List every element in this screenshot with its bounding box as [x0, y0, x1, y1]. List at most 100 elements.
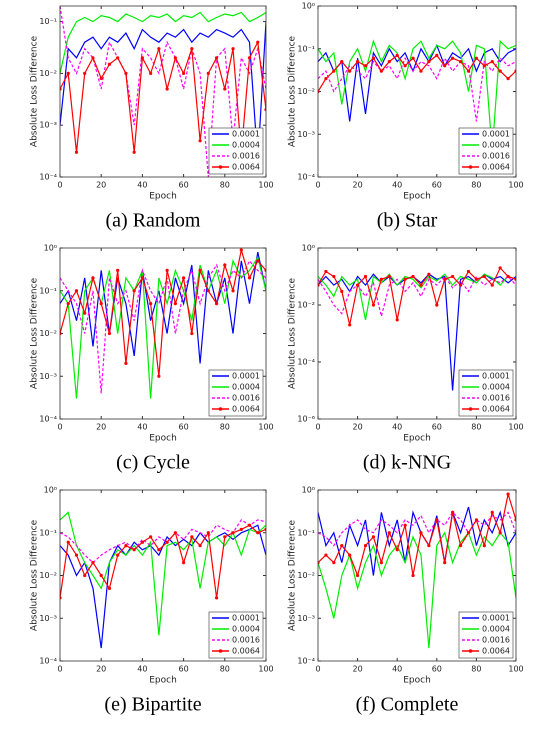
series-marker: [419, 531, 423, 535]
series-marker: [395, 318, 399, 322]
series-marker: [458, 544, 463, 548]
series-marker: [332, 69, 336, 73]
series-marker: [451, 510, 455, 514]
series-group: [60, 6, 266, 177]
series-marker: [387, 274, 391, 279]
x-tick-label: 40: [137, 423, 147, 432]
x-tick-label: 40: [392, 423, 402, 432]
series-marker: [340, 289, 344, 294]
x-tick-label: 20: [96, 423, 106, 432]
series-marker: [223, 263, 227, 267]
legend-label: 0.0004: [482, 141, 510, 150]
series-marker: [182, 276, 186, 280]
y-tick-label: 10⁰: [302, 486, 315, 495]
series-marker: [190, 331, 194, 336]
series-marker: [363, 64, 368, 68]
series-marker: [116, 553, 120, 557]
series-marker: [91, 276, 95, 280]
x-tick-label: 20: [353, 665, 363, 674]
series-marker: [83, 573, 87, 578]
series-marker: [173, 302, 177, 306]
series-marker: [324, 553, 328, 557]
series-marker: [482, 64, 486, 68]
x-axis-label: Epoch: [403, 434, 431, 444]
series-line: [318, 39, 516, 152]
x-tick-label: 0: [57, 423, 62, 432]
series-group: [318, 39, 516, 152]
series-marker: [124, 71, 128, 75]
series-group: [60, 511, 266, 649]
x-tick-label: 0: [315, 665, 320, 674]
x-axis-label: Epoch: [149, 676, 177, 686]
series-marker: [411, 56, 415, 60]
series-marker: [107, 62, 112, 66]
series-marker: [157, 374, 161, 378]
series-marker: [363, 274, 368, 279]
series-marker: [149, 302, 153, 306]
legend-label: 0.0016: [482, 394, 510, 403]
series-marker: [443, 277, 447, 281]
series-marker: [356, 283, 360, 287]
y-axis-label: Absolute Loss Difference: [288, 277, 298, 389]
legend-label: 0.0064: [232, 405, 260, 414]
series-marker: [403, 64, 407, 68]
series-marker: [157, 47, 161, 51]
series-marker: [506, 274, 510, 279]
series-marker: [363, 544, 368, 548]
series-marker: [214, 596, 219, 600]
series-line: [318, 275, 516, 317]
series-marker: [324, 269, 328, 274]
y-tick-label: 10⁻²: [297, 301, 315, 310]
series-marker: [173, 531, 177, 535]
legend-marker: [468, 649, 473, 653]
series-marker: [107, 586, 112, 590]
series-marker: [214, 302, 219, 306]
series-marker: [427, 544, 431, 548]
series-marker: [91, 56, 95, 60]
series-marker: [231, 47, 235, 51]
x-tick-label: 0: [57, 181, 62, 190]
series-marker: [379, 277, 383, 281]
legend-label: 0.0064: [482, 647, 510, 656]
y-tick-label: 10⁻²: [39, 329, 57, 338]
panel: 10⁻⁴ 10⁻³ 10⁻² 10⁻¹ 10⁰ 0 20 40 60 80 100 0.0001 0.0…: [30, 486, 274, 716]
legend-marker: [468, 407, 473, 411]
series-marker: [190, 47, 194, 51]
legend-label: 0.0001: [482, 372, 510, 381]
x-tick-label: 60: [432, 665, 442, 674]
plot-frame: [59, 489, 267, 662]
series-marker: [466, 269, 471, 274]
series-marker: [140, 276, 144, 280]
series-marker: [435, 303, 439, 307]
series-marker: [132, 150, 136, 154]
panel: 10⁻⁶ 10⁻⁴ 10⁻² 10⁰ 0 20 40 60 80 100 0.0001 0.0004 0…: [288, 244, 524, 474]
series-marker: [490, 283, 494, 287]
caption: (c) Cycle: [116, 452, 190, 474]
legend-label: 0.0064: [482, 163, 510, 172]
series-marker: [356, 60, 360, 64]
x-tick-label: 80: [220, 423, 230, 432]
x-tick-label: 80: [220, 181, 230, 190]
series-marker: [411, 573, 415, 578]
x-tick-label: 40: [392, 665, 402, 674]
series-marker: [474, 56, 478, 60]
series-marker: [99, 76, 103, 81]
caption: (e) Bipartite: [104, 694, 201, 716]
series-line: [60, 40, 266, 153]
caption: (d) k-NNG: [363, 452, 451, 474]
legend-label: 0.0016: [482, 152, 510, 161]
series-line: [318, 54, 516, 92]
series-marker: [140, 540, 144, 544]
legend-label: 0.0016: [482, 636, 510, 645]
x-axis-label: Epoch: [149, 434, 177, 444]
series-marker: [395, 548, 399, 552]
series-marker: [206, 289, 210, 293]
series-marker: [419, 69, 423, 73]
y-tick-label: 10⁰: [44, 486, 57, 495]
series-marker: [498, 531, 502, 535]
x-tick-label: 40: [392, 181, 402, 190]
x-tick-label: 100: [258, 423, 273, 432]
series-marker: [451, 56, 455, 60]
x-tick-label: 20: [353, 181, 363, 190]
